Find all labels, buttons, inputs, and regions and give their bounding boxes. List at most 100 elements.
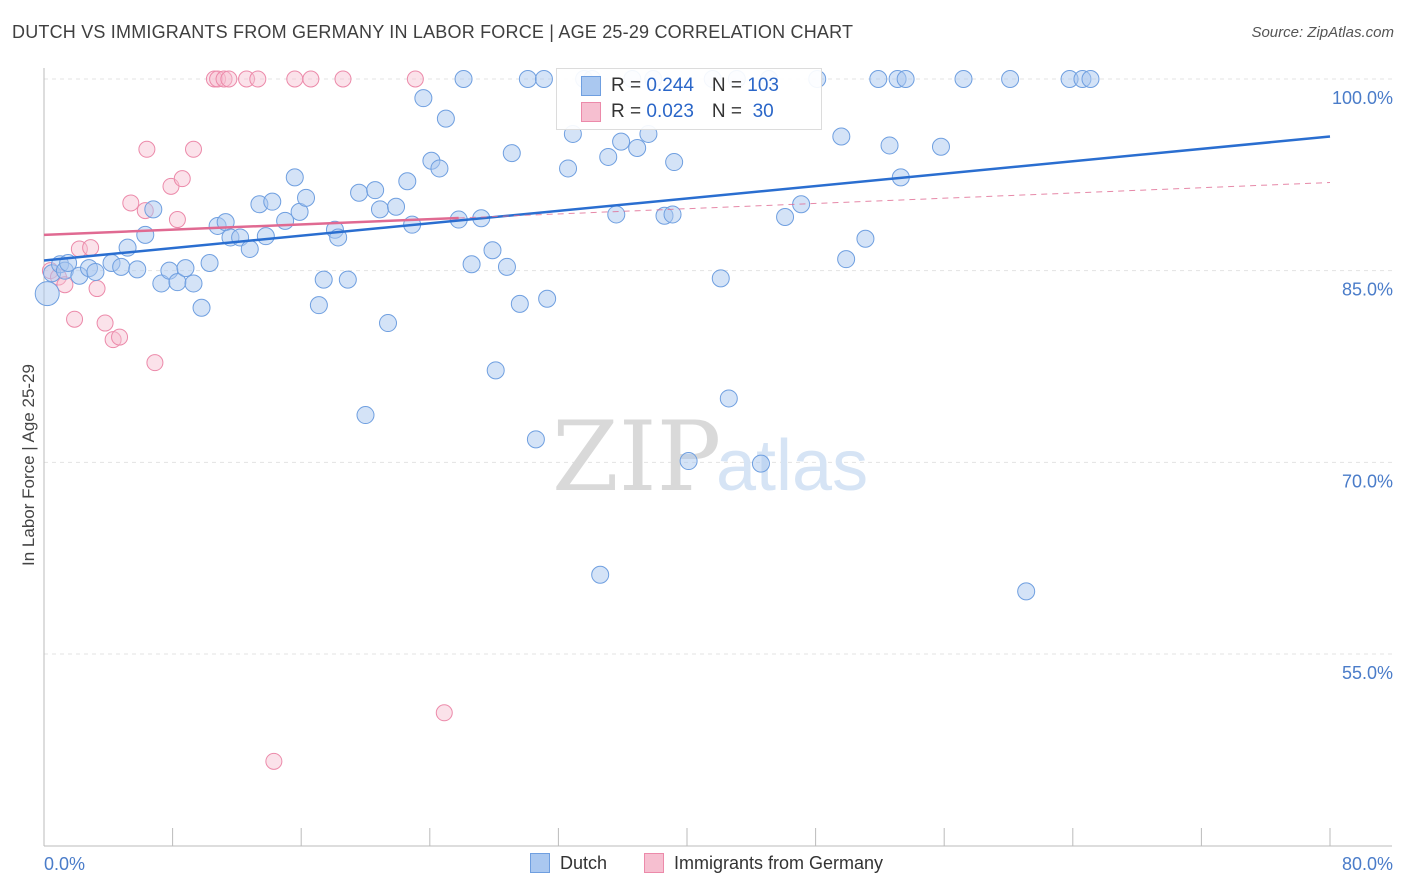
dutch-point — [370, 200, 389, 219]
dutch-point — [200, 254, 219, 272]
trend-lines — [43, 135, 1331, 262]
stats-legend: R = 0.244 N = 103 R = 0.023 N = 30 — [556, 68, 822, 130]
legend-n-value: 30 — [747, 101, 774, 122]
dutch-point — [711, 269, 730, 288]
dutch-point — [356, 406, 375, 425]
x-tick-label: 80.0% — [1342, 854, 1393, 874]
dutch-point — [240, 239, 259, 258]
dutch-point — [112, 257, 131, 276]
germany-point — [249, 70, 267, 88]
dutch-point — [538, 289, 557, 308]
y-tick-label: 55.0% — [1342, 663, 1393, 683]
dutch-point — [534, 70, 553, 88]
dutch-point — [309, 296, 328, 315]
germany-point — [66, 310, 84, 328]
dutch-point — [379, 314, 398, 333]
germany-swatch — [581, 102, 601, 122]
dutch-point — [856, 229, 875, 248]
dutch-point — [497, 257, 516, 276]
legend-label-germany: Immigrants from Germany — [674, 852, 884, 873]
dutch-point — [462, 255, 481, 274]
germany-point — [184, 140, 202, 158]
dutch-point — [34, 281, 60, 307]
legend-n-label: N = — [711, 75, 748, 96]
germany-point — [96, 314, 114, 332]
dutch-point — [751, 454, 770, 473]
chart-title: DUTCH VS IMMIGRANTS FROM GERMANY IN LABO… — [12, 22, 854, 42]
dutch-point — [350, 183, 369, 202]
dutch-swatch — [530, 853, 550, 874]
germany-trend-line — [43, 216, 459, 237]
dutch-point — [663, 205, 682, 224]
grid-lines — [44, 78, 1392, 655]
dutch-point — [144, 200, 163, 219]
legend-r-value: 0.244 — [646, 75, 694, 96]
dutch-point — [276, 211, 295, 230]
dutch-point — [665, 153, 684, 172]
germany-point — [82, 239, 100, 257]
germany-point — [146, 354, 164, 372]
watermark-atlas: atlas — [716, 426, 868, 506]
dutch-point — [510, 294, 529, 313]
germany-point — [406, 70, 424, 88]
germany-point — [435, 704, 453, 722]
legend-r-label: R = — [611, 75, 647, 96]
germany-point — [111, 328, 129, 346]
dutch-point — [128, 260, 147, 279]
bottom-legend-dutch: Dutch — [530, 852, 607, 874]
legend-row-dutch: R = 0.244 N = 103 — [581, 75, 779, 101]
dutch-point — [837, 250, 856, 269]
dutch-point — [1017, 582, 1036, 601]
legend-r-label: R = — [611, 101, 647, 122]
germany-point — [286, 70, 304, 88]
dutch-point — [297, 188, 316, 207]
dutch-point — [192, 298, 211, 317]
dutch-point — [591, 565, 610, 584]
dutch-point — [184, 274, 203, 293]
dutch-point — [526, 430, 545, 449]
germany-point — [138, 140, 156, 158]
dutch-point — [599, 147, 618, 166]
dutch-point — [880, 136, 899, 155]
dutch-point — [486, 361, 505, 380]
y-tick-label: 70.0% — [1342, 471, 1393, 491]
dutch-point — [136, 225, 155, 244]
axes — [43, 68, 1392, 847]
y-axis-label: In Labor Force | Age 25-29 — [19, 364, 38, 566]
dutch-point — [1001, 70, 1020, 88]
germany-point — [215, 70, 233, 88]
dutch-point — [436, 109, 455, 128]
dutch-point — [954, 70, 973, 88]
legend-n-label: N = — [711, 101, 748, 122]
dutch-trend-line — [43, 135, 1331, 262]
dutch-point — [176, 259, 195, 278]
germany-point — [220, 70, 238, 88]
legend-row-germany: R = 0.023 N = 30 — [581, 101, 774, 127]
dutch-point — [612, 132, 631, 151]
germany-point — [173, 170, 191, 188]
bottom-legend-germany: Immigrants from Germany — [644, 852, 883, 874]
dutch-point — [502, 144, 521, 163]
dutch-point — [719, 389, 738, 408]
germany-point — [265, 752, 283, 770]
germany-swatch — [644, 853, 664, 874]
dutch-point — [628, 139, 647, 157]
dutch-point — [285, 168, 304, 187]
dutch-point — [256, 227, 275, 246]
dutch-point — [832, 127, 851, 146]
dutch-point — [679, 452, 698, 471]
dutch-point — [338, 270, 357, 289]
germany-points — [41, 70, 453, 770]
dutch-point — [776, 208, 795, 226]
dutch-point — [314, 270, 333, 289]
germany-point — [122, 194, 140, 212]
dutch-point — [896, 70, 915, 88]
dutch-point — [414, 89, 433, 108]
germany-trend-extension — [458, 182, 1331, 219]
legend-r-value: 0.023 — [646, 101, 694, 122]
dutch-point — [607, 205, 626, 224]
dutch-point — [559, 159, 578, 178]
germany-point — [302, 70, 320, 88]
germany-point — [88, 280, 106, 298]
